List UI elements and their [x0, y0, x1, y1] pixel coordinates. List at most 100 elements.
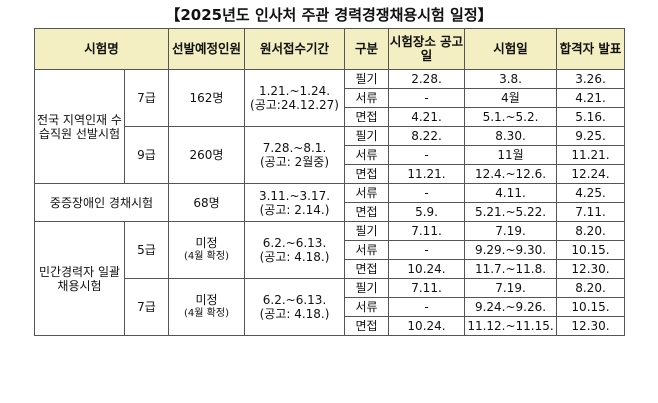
application-period: 6.2.~6.13.	[262, 293, 327, 307]
category-cell: 필기	[344, 221, 390, 241]
venue-notice-cell: 2.28.	[388, 69, 466, 89]
result-date-cell: 8.20.	[556, 221, 626, 241]
recruit-count-note: (4월 확정)	[184, 251, 229, 262]
exam-date-cell: 4월	[464, 88, 558, 108]
recruit-count-cell: 미정 (4월 확정)	[168, 278, 246, 336]
venue-notice-cell: -	[388, 183, 466, 203]
exam-date-cell: 5.1.~5.2.	[464, 107, 558, 127]
application-period: 7.28.~8.1.	[262, 141, 327, 155]
category-cell: 면접	[344, 107, 390, 127]
exam-date-cell: 11.12.~11.15.	[464, 316, 558, 336]
recruit-count-cell: 68명	[168, 183, 246, 222]
category-cell: 필기	[344, 126, 390, 146]
result-date-cell: 4.25.	[556, 183, 626, 203]
category-cell: 면접	[344, 164, 390, 184]
application-period-cell: 1.21.~1.24. (공고:24.12.27)	[244, 69, 346, 127]
exam-schedule-table: 시험명 선발예정인원 원서접수기간 구분 시험장소 공고일 시험일 합격자 발표…	[33, 28, 626, 336]
venue-notice-cell: 4.21.	[388, 107, 466, 127]
venue-notice-cell: 7.11.	[388, 221, 466, 241]
table-header-row: 시험명 선발예정인원 원서접수기간 구분 시험장소 공고일 시험일 합격자 발표	[33, 28, 626, 70]
table-row: 전국 지역인재 수습직원 선발시험 7급 162명 1.21.~1.24. (공…	[34, 69, 626, 184]
table-row: 민간경력자 일괄채용시험 5급 미정 (4월 확정) 6.2.~6.13. (공…	[34, 221, 626, 336]
recruit-count-cell: 미정 (4월 확정)	[168, 221, 246, 279]
exam-date-cell: 12.4.~12.6.	[464, 164, 558, 184]
exam-date-cell: 3.8.	[464, 69, 558, 89]
recruit-count-cell: 162명	[168, 69, 246, 127]
venue-notice-cell: 7.11.	[388, 278, 466, 298]
category-cell: 서류	[344, 145, 390, 165]
table-row: 서류 - 9.24.~9.26. 10.15.	[35, 297, 626, 317]
announcement-date: (공고: 4.18.)	[259, 307, 330, 321]
category-cell: 면접	[344, 259, 390, 279]
category-cell: 면접	[344, 316, 390, 336]
table-row: 서류 - 11월 11.21.	[35, 145, 626, 165]
category-cell: 서류	[344, 183, 390, 203]
application-period: 3.11.~3.17.	[258, 188, 331, 203]
venue-notice-cell: -	[388, 88, 466, 108]
category-cell: 서류	[344, 240, 390, 260]
result-date-cell: 5.16.	[556, 107, 626, 127]
announcement-date: (공고:24.12.27)	[250, 98, 339, 112]
table-row: 면접 5.9. 5.21.~5.22. 7.11.	[35, 202, 626, 222]
exam-date-cell: 5.21.~5.22.	[464, 202, 558, 222]
table-row: 면접 10.24. 11.12.~11.15. 12.30.	[35, 316, 626, 336]
header-application-period: 원서접수기간	[244, 28, 346, 70]
category-cell: 필기	[344, 69, 390, 89]
result-date-cell: 10.15.	[556, 240, 626, 260]
venue-notice-cell: 8.22.	[388, 126, 466, 146]
recruit-count: 미정	[195, 236, 218, 250]
exam-date-cell: 11.7.~11.8.	[464, 259, 558, 279]
result-date-cell: 12.24.	[556, 164, 626, 184]
exam-date-cell: 7.19.	[464, 278, 558, 298]
table-row: 면접 10.24. 11.7.~11.8. 12.30.	[35, 259, 626, 279]
header-recruit-count: 선발예정인원	[168, 28, 246, 70]
recruit-count: 미정	[195, 293, 218, 307]
exam-date-cell: 9.24.~9.26.	[464, 297, 558, 317]
venue-notice-cell: 5.9.	[388, 202, 466, 222]
result-date-cell: 4.21.	[556, 88, 626, 108]
exam-group-name: 전국 지역인재 수습직원 선발시험	[34, 69, 125, 184]
application-period-cell: 7.28.~8.1. (공고: 2월중)	[244, 126, 346, 184]
application-period: 6.2.~6.13.	[262, 236, 327, 250]
application-period-cell: 6.2.~6.13. (공고: 4.18.)	[244, 278, 346, 336]
table-row: 중증장애인 경채시험 68명 3.11.~3.17. (공고: 2.14.) 서…	[33, 183, 626, 222]
header-exam-name: 시험명	[33, 28, 170, 70]
exam-date-cell: 8.30.	[464, 126, 558, 146]
result-date-cell: 7.11.	[556, 202, 626, 222]
venue-notice-cell: 10.24.	[388, 316, 466, 336]
venue-notice-cell: 11.21.	[388, 164, 466, 184]
venue-notice-cell: -	[388, 297, 466, 317]
document-title: 【2025년도 인사처 주관 경력경쟁채용시험 일정】	[165, 6, 493, 24]
application-period-cell: 6.2.~6.13. (공고: 4.18.)	[244, 221, 346, 279]
venue-notice-cell: -	[388, 145, 466, 165]
announcement-date: (공고: 2.14.)	[259, 202, 330, 217]
grade-cell: 5급	[123, 221, 170, 279]
category-cell: 면접	[344, 202, 390, 222]
exam-group-name: 민간경력자 일괄채용시험	[34, 221, 125, 336]
venue-notice-cell: 10.24.	[388, 259, 466, 279]
grade-cell: 7급	[123, 278, 170, 336]
table-row: 면접 11.21. 12.4.~12.6. 12.24.	[35, 164, 626, 184]
result-date-cell: 8.20.	[556, 278, 626, 298]
result-date-cell: 3.26.	[556, 69, 626, 89]
table-row: 9급 260명 7.28.~8.1. (공고: 2월중) 필기 8.22. 8.…	[35, 126, 626, 184]
grade-cell: 7급	[123, 69, 170, 127]
application-period: 1.21.~1.24.	[258, 84, 331, 98]
header-category: 구분	[344, 28, 390, 70]
exam-date-cell: 9.29.~9.30.	[464, 240, 558, 260]
result-date-cell: 11.21.	[556, 145, 626, 165]
announcement-date: (공고: 2월중)	[260, 155, 330, 169]
application-period-cell: 3.11.~3.17. (공고: 2.14.)	[244, 183, 346, 222]
header-result-date: 합격자 발표	[556, 28, 626, 70]
venue-notice-cell: -	[388, 240, 466, 260]
header-exam-date: 시험일	[464, 28, 558, 70]
announcement-date: (공고: 4.18.)	[259, 250, 330, 264]
exam-group-name: 중증장애인 경채시험	[33, 183, 170, 222]
recruit-count-cell: 260명	[168, 126, 246, 184]
result-date-cell: 10.15.	[556, 297, 626, 317]
recruit-count-note: (4월 확정)	[184, 308, 229, 319]
exam-date-cell: 11월	[464, 145, 558, 165]
category-cell: 필기	[344, 278, 390, 298]
grade-cell: 9급	[123, 126, 170, 184]
exam-date-cell: 4.11.	[464, 183, 558, 203]
